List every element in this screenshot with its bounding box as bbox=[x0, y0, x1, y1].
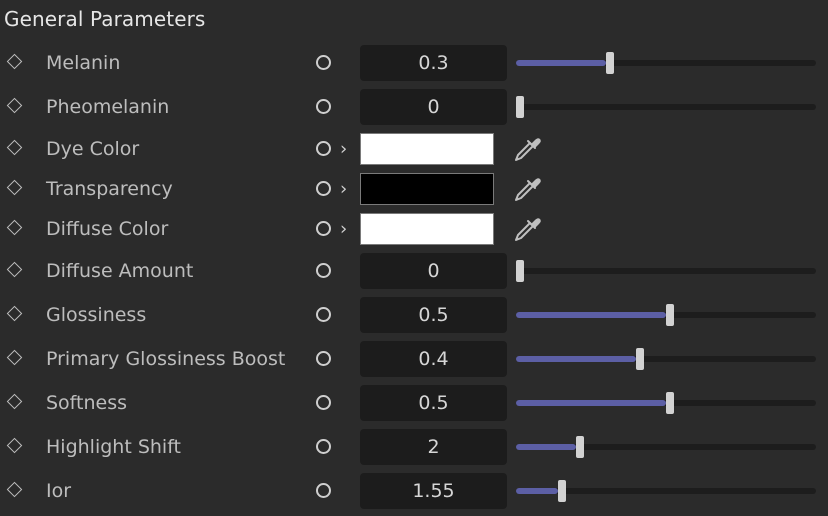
keyframe-diamond-icon[interactable] bbox=[6, 261, 23, 278]
slider-handle[interactable] bbox=[558, 480, 566, 502]
value-field-melanin[interactable]: 0.3 bbox=[360, 45, 507, 81]
slider-fill bbox=[516, 444, 576, 450]
color-swatch-transparency[interactable] bbox=[360, 173, 494, 205]
param-row-diffuse-color: Diffuse Color › bbox=[0, 211, 828, 247]
color-swatch-diffuse-color[interactable] bbox=[360, 213, 494, 245]
keyframe-diamond-icon[interactable] bbox=[6, 481, 23, 498]
param-row-melanin: Melanin 0.3 bbox=[0, 45, 828, 81]
chevron-right-icon[interactable]: › bbox=[340, 218, 348, 240]
keyframe-diamond-icon[interactable] bbox=[6, 305, 23, 322]
slider-fill bbox=[516, 400, 666, 406]
param-row-glossiness: Glossiness 0.5 bbox=[0, 297, 828, 333]
value-field-ior[interactable]: 1.55 bbox=[360, 473, 507, 509]
animate-circle-icon[interactable] bbox=[316, 439, 331, 454]
param-label: Primary Glossiness Boost bbox=[46, 348, 286, 370]
animate-circle-icon[interactable] bbox=[316, 351, 331, 366]
slider-glossiness[interactable] bbox=[516, 304, 816, 326]
animate-circle-icon[interactable] bbox=[316, 307, 331, 322]
keyframe-diamond-icon[interactable] bbox=[6, 393, 23, 410]
param-label: Glossiness bbox=[46, 304, 147, 326]
animate-circle-icon[interactable] bbox=[316, 263, 331, 278]
value-field-softness[interactable]: 0.5 bbox=[360, 385, 507, 421]
keyframe-diamond-icon[interactable] bbox=[6, 437, 23, 454]
slider-fill bbox=[516, 312, 666, 318]
param-label: Highlight Shift bbox=[46, 436, 182, 458]
slider-melanin[interactable] bbox=[516, 52, 816, 74]
value-field-highlight-shift[interactable]: 2 bbox=[360, 429, 507, 465]
eyedropper-icon[interactable] bbox=[510, 172, 544, 206]
slider-handle[interactable] bbox=[606, 52, 614, 74]
animate-circle-icon[interactable] bbox=[316, 483, 331, 498]
keyframe-diamond-icon[interactable] bbox=[6, 219, 23, 236]
param-label: Diffuse Color bbox=[46, 218, 169, 240]
value-field-primary-glossiness-boost[interactable]: 0.4 bbox=[360, 341, 507, 377]
animate-circle-icon[interactable] bbox=[316, 99, 331, 114]
slider-ior[interactable] bbox=[516, 480, 816, 502]
slider-diffuse-amount[interactable] bbox=[516, 260, 816, 282]
slider-fill bbox=[516, 356, 636, 362]
eyedropper-icon[interactable] bbox=[510, 132, 544, 166]
slider-handle[interactable] bbox=[636, 348, 644, 370]
slider-pheomelanin[interactable] bbox=[516, 96, 816, 118]
value-field-pheomelanin[interactable]: 0 bbox=[360, 89, 507, 125]
slider-handle[interactable] bbox=[516, 260, 524, 282]
eyedropper-icon[interactable] bbox=[510, 212, 544, 246]
slider-fill bbox=[516, 488, 558, 494]
param-label: Dye Color bbox=[46, 138, 140, 160]
keyframe-diamond-icon[interactable] bbox=[6, 53, 23, 70]
slider-softness[interactable] bbox=[516, 392, 816, 414]
param-label: Softness bbox=[46, 392, 128, 414]
animate-circle-icon[interactable] bbox=[316, 395, 331, 410]
slider-handle[interactable] bbox=[666, 392, 674, 414]
animate-circle-icon[interactable] bbox=[316, 181, 331, 196]
param-label: Transparency bbox=[46, 178, 173, 200]
param-row-transparency: Transparency › bbox=[0, 171, 828, 207]
animate-circle-icon[interactable] bbox=[316, 141, 331, 156]
param-row-ior: Ior 1.55 bbox=[0, 473, 828, 509]
slider-highlight-shift[interactable] bbox=[516, 436, 816, 458]
animate-circle-icon[interactable] bbox=[316, 221, 331, 236]
param-row-diffuse-amount: Diffuse Amount 0 bbox=[0, 253, 828, 289]
param-label: Diffuse Amount bbox=[46, 260, 194, 282]
keyframe-diamond-icon[interactable] bbox=[6, 97, 23, 114]
slider-primary-glossiness-boost[interactable] bbox=[516, 348, 816, 370]
slider-fill bbox=[516, 60, 606, 66]
animate-circle-icon[interactable] bbox=[316, 55, 331, 70]
color-swatch-dye-color[interactable] bbox=[360, 133, 494, 165]
param-row-dye-color: Dye Color › bbox=[0, 131, 828, 167]
slider-handle[interactable] bbox=[576, 436, 584, 458]
slider-handle[interactable] bbox=[516, 96, 524, 118]
param-label: Ior bbox=[46, 480, 72, 502]
value-field-diffuse-amount[interactable]: 0 bbox=[360, 253, 507, 289]
chevron-right-icon[interactable]: › bbox=[340, 178, 348, 200]
param-row-primary-glossiness-boost: Primary Glossiness Boost 0.4 bbox=[0, 341, 828, 377]
chevron-right-icon[interactable]: › bbox=[340, 138, 348, 160]
param-row-pheomelanin: Pheomelanin 0 bbox=[0, 89, 828, 125]
value-field-glossiness[interactable]: 0.5 bbox=[360, 297, 507, 333]
keyframe-diamond-icon[interactable] bbox=[6, 139, 23, 156]
keyframe-diamond-icon[interactable] bbox=[6, 179, 23, 196]
param-row-highlight-shift: Highlight Shift 2 bbox=[0, 429, 828, 465]
section-title: General Parameters bbox=[4, 7, 206, 31]
param-label: Melanin bbox=[46, 52, 121, 74]
param-label: Pheomelanin bbox=[46, 96, 170, 118]
slider-handle[interactable] bbox=[666, 304, 674, 326]
param-row-softness: Softness 0.5 bbox=[0, 385, 828, 421]
keyframe-diamond-icon[interactable] bbox=[6, 349, 23, 366]
